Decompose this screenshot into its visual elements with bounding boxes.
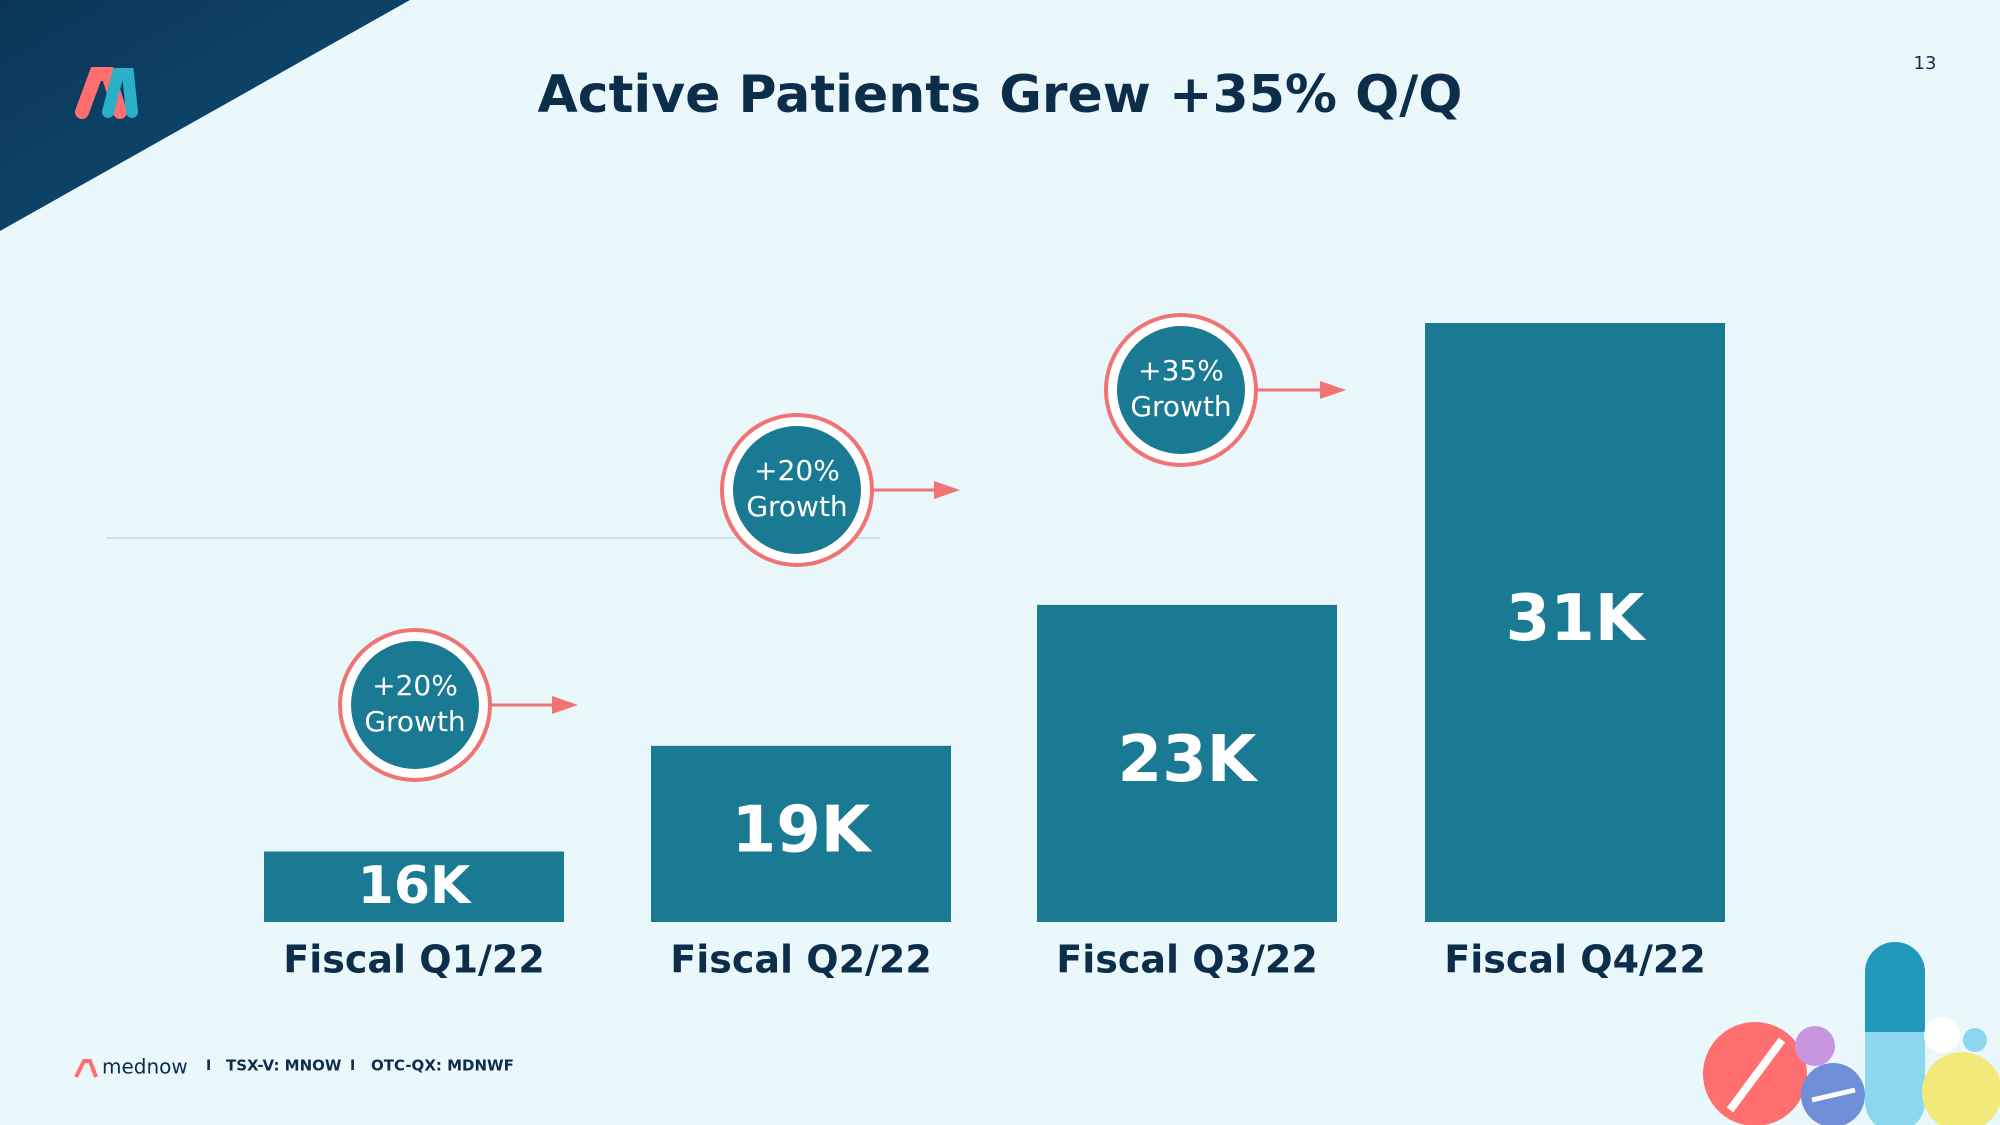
x-tick-label: Fiscal Q4/22: [1444, 938, 1706, 982]
corner-shape: [0, 0, 410, 231]
bar: [1037, 604, 1337, 922]
bar: [1425, 323, 1725, 922]
annotation-text: Growth: [364, 705, 465, 738]
value-label: 16K: [358, 856, 472, 916]
annotation-text: +20%: [372, 669, 458, 702]
annotation-text: Growth: [746, 490, 847, 523]
value-label: 19K: [732, 793, 873, 867]
footer-separator: I: [350, 1058, 355, 1074]
annotation-circle: [1117, 326, 1245, 454]
value-label: 23K: [1118, 723, 1259, 797]
bar: [264, 851, 564, 922]
value-label: 31K: [1506, 582, 1647, 656]
annotation-text: +35%: [1138, 354, 1224, 387]
chart-title: Active Patients Grew +35% Q/Q: [538, 65, 1463, 125]
pill-decoration: [1703, 942, 2000, 1125]
bar: [651, 745, 951, 922]
x-tick-label: Fiscal Q3/22: [1056, 938, 1318, 982]
arrow-head: [934, 481, 960, 499]
page-number: 13: [1914, 53, 1937, 74]
footer-tsx: TSX-V: MNOW: [226, 1057, 342, 1075]
arrow-head: [552, 696, 578, 714]
footer: mednow I TSX-V: MNOW I OTC-QX: MDNWF: [74, 1055, 514, 1079]
annotation-circle: [351, 641, 479, 769]
annotation-text: +20%: [754, 454, 840, 487]
logo: [75, 67, 138, 119]
chart: 16K Fiscal Q1/22 19K Fiscal Q2/22 23K Fiscal …: [264, 313, 1725, 982]
annotation-circle: [733, 426, 861, 554]
x-tick-label: Fiscal Q1/22: [283, 938, 545, 982]
footer-brand: mednow: [102, 1055, 188, 1079]
arrow-head: [1320, 381, 1346, 399]
footer-otc: OTC-QX: MDNWF: [371, 1057, 514, 1075]
x-tick-label: Fiscal Q2/22: [670, 938, 932, 982]
footer-separator: I: [206, 1058, 211, 1074]
annotation-text: Growth: [1130, 390, 1231, 423]
